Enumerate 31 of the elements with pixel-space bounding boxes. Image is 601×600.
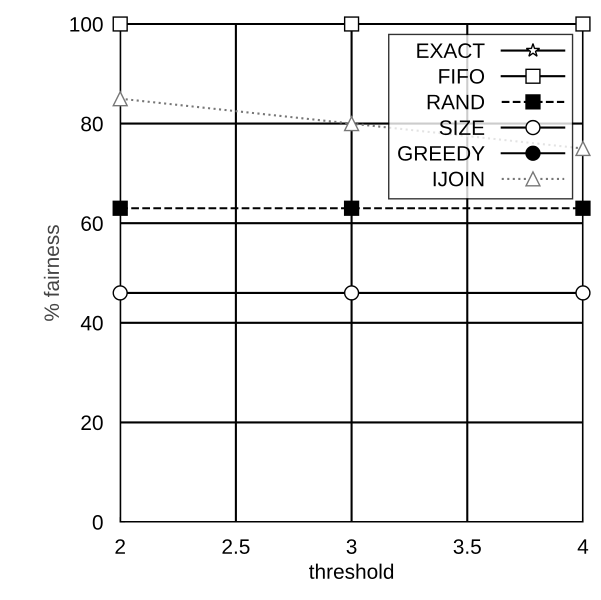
x-tick-label: 4 [578,539,588,554]
point [575,200,591,216]
y-axis-title: % fairness [44,225,60,321]
point [575,285,591,301]
y-tick-label: 40 [80,316,103,331]
x-tick-label: 3.5 [454,539,481,554]
x-tick-label: 2.5 [222,539,250,554]
y-tick-label: 80 [81,116,103,132]
legend-label: SIZE [440,120,484,136]
point [112,285,128,301]
x-axis-title: threshold [309,564,394,579]
y-tick-label: 20 [81,415,103,430]
point [344,16,360,32]
point [575,16,591,32]
point [344,200,360,216]
x-tick-label: 2 [115,539,125,554]
legend-label: RAND [428,94,484,110]
point [344,116,360,132]
x-tick-label: 3 [346,539,356,554]
point [112,16,128,32]
legend-label: FIFO [439,68,484,84]
y-tick-label: 100 [70,17,103,32]
y-tick-label: 60 [81,216,103,231]
legend-label: GREEDY [398,146,485,161]
legend-label: EXACT [417,43,485,58]
point [575,140,591,156]
point [112,91,128,106]
point [344,285,360,301]
legend-label: IJOIN [434,172,484,186]
point [112,200,128,216]
y-tick-label: 0 [92,515,103,530]
